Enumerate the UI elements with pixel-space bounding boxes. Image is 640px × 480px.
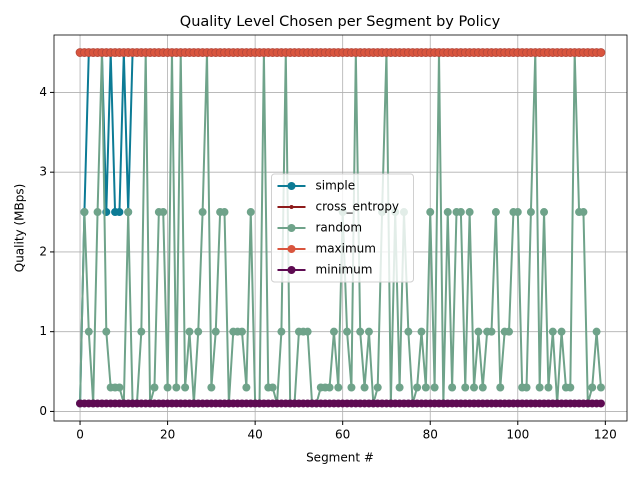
series-marker bbox=[491, 208, 500, 217]
plot-frame bbox=[53, 34, 628, 422]
series-marker bbox=[220, 208, 229, 217]
series-marker bbox=[115, 383, 124, 392]
series-marker bbox=[456, 208, 465, 217]
y-axis-label: Quality (MBps) bbox=[13, 184, 27, 273]
series-marker bbox=[395, 383, 404, 392]
series-marker bbox=[246, 208, 255, 217]
series-marker bbox=[557, 327, 566, 336]
series-marker bbox=[548, 327, 557, 336]
series-marker bbox=[496, 383, 505, 392]
series-marker bbox=[596, 48, 606, 57]
series-marker bbox=[470, 383, 479, 392]
legend-marker bbox=[287, 182, 296, 190]
legend-label: minimum bbox=[316, 263, 373, 277]
series-marker bbox=[93, 208, 102, 217]
x-tick-label: 80 bbox=[423, 428, 438, 442]
x-axis-label: Segment # bbox=[306, 451, 374, 465]
series-marker bbox=[596, 383, 605, 392]
legend-marker bbox=[287, 266, 296, 274]
series-marker bbox=[303, 327, 312, 336]
series-marker bbox=[115, 208, 124, 217]
series-marker bbox=[544, 383, 553, 392]
series-marker bbox=[430, 383, 439, 392]
series-marker bbox=[325, 383, 334, 392]
legend-box bbox=[271, 173, 414, 283]
series-marker bbox=[360, 383, 369, 392]
legend-label: simple bbox=[316, 179, 356, 193]
series-marker bbox=[334, 383, 343, 392]
series-marker bbox=[364, 327, 373, 336]
series-marker bbox=[137, 327, 146, 336]
series-marker bbox=[163, 383, 172, 392]
series-marker bbox=[343, 327, 352, 336]
series-marker bbox=[159, 208, 168, 217]
series-marker bbox=[588, 383, 597, 392]
series-marker bbox=[181, 383, 190, 392]
series-marker bbox=[268, 383, 277, 392]
y-tick-label: 1 bbox=[39, 324, 47, 338]
series-marker bbox=[526, 208, 535, 217]
series-marker bbox=[277, 327, 286, 336]
series-marker bbox=[172, 383, 181, 392]
x-tick-label: 40 bbox=[248, 428, 263, 442]
series-marker bbox=[207, 383, 216, 392]
series-marker bbox=[426, 208, 435, 217]
series-marker bbox=[404, 327, 413, 336]
series-marker bbox=[356, 327, 365, 336]
series-marker bbox=[478, 383, 487, 392]
x-tick-label: 120 bbox=[594, 428, 617, 442]
series-marker bbox=[413, 383, 422, 392]
series-marker bbox=[513, 208, 522, 217]
legend-label: random bbox=[316, 221, 363, 235]
series-marker bbox=[329, 327, 338, 336]
series-marker bbox=[540, 208, 549, 217]
series-marker bbox=[566, 383, 575, 392]
x-tick-label: 0 bbox=[76, 428, 84, 442]
series-marker bbox=[465, 208, 474, 217]
series-marker bbox=[211, 327, 220, 336]
series-marker bbox=[474, 327, 483, 336]
series-marker bbox=[448, 383, 457, 392]
plot-area bbox=[75, 48, 606, 408]
y-tick-label: 2 bbox=[39, 244, 47, 258]
series-marker bbox=[102, 327, 111, 336]
series-marker bbox=[242, 383, 251, 392]
series-marker bbox=[421, 383, 430, 392]
chart-title: Quality Level Chosen per Segment by Poli… bbox=[180, 14, 501, 30]
series-marker bbox=[347, 383, 356, 392]
legend-marker bbox=[289, 205, 294, 209]
x-tick-label: 60 bbox=[335, 428, 350, 442]
series-marker bbox=[150, 383, 159, 392]
series-marker bbox=[84, 327, 93, 336]
y-tick-label: 0 bbox=[39, 404, 47, 418]
series-marker bbox=[238, 327, 247, 336]
legend-label: cross_entropy bbox=[316, 200, 400, 214]
legend-marker bbox=[287, 245, 296, 253]
y-tick-label: 4 bbox=[39, 85, 47, 99]
x-tick-label: 20 bbox=[160, 428, 175, 442]
series-marker bbox=[198, 208, 207, 217]
y-tick-label: 3 bbox=[39, 165, 47, 179]
series-marker bbox=[505, 327, 514, 336]
series-marker bbox=[373, 383, 382, 392]
series-marker bbox=[487, 327, 496, 336]
series-marker bbox=[417, 327, 426, 336]
series-marker bbox=[579, 208, 588, 217]
series-marker bbox=[522, 383, 531, 392]
series-marker bbox=[194, 327, 203, 336]
legend-marker bbox=[287, 224, 296, 232]
series-marker bbox=[592, 327, 601, 336]
series-marker bbox=[124, 208, 133, 217]
series-marker bbox=[596, 399, 605, 408]
series-marker bbox=[461, 383, 470, 392]
series-marker bbox=[185, 327, 194, 336]
x-tick-label: 100 bbox=[506, 428, 529, 442]
series-marker bbox=[80, 208, 89, 217]
legend-label: maximum bbox=[316, 242, 376, 256]
series-marker bbox=[443, 208, 452, 217]
series-marker bbox=[535, 383, 544, 392]
